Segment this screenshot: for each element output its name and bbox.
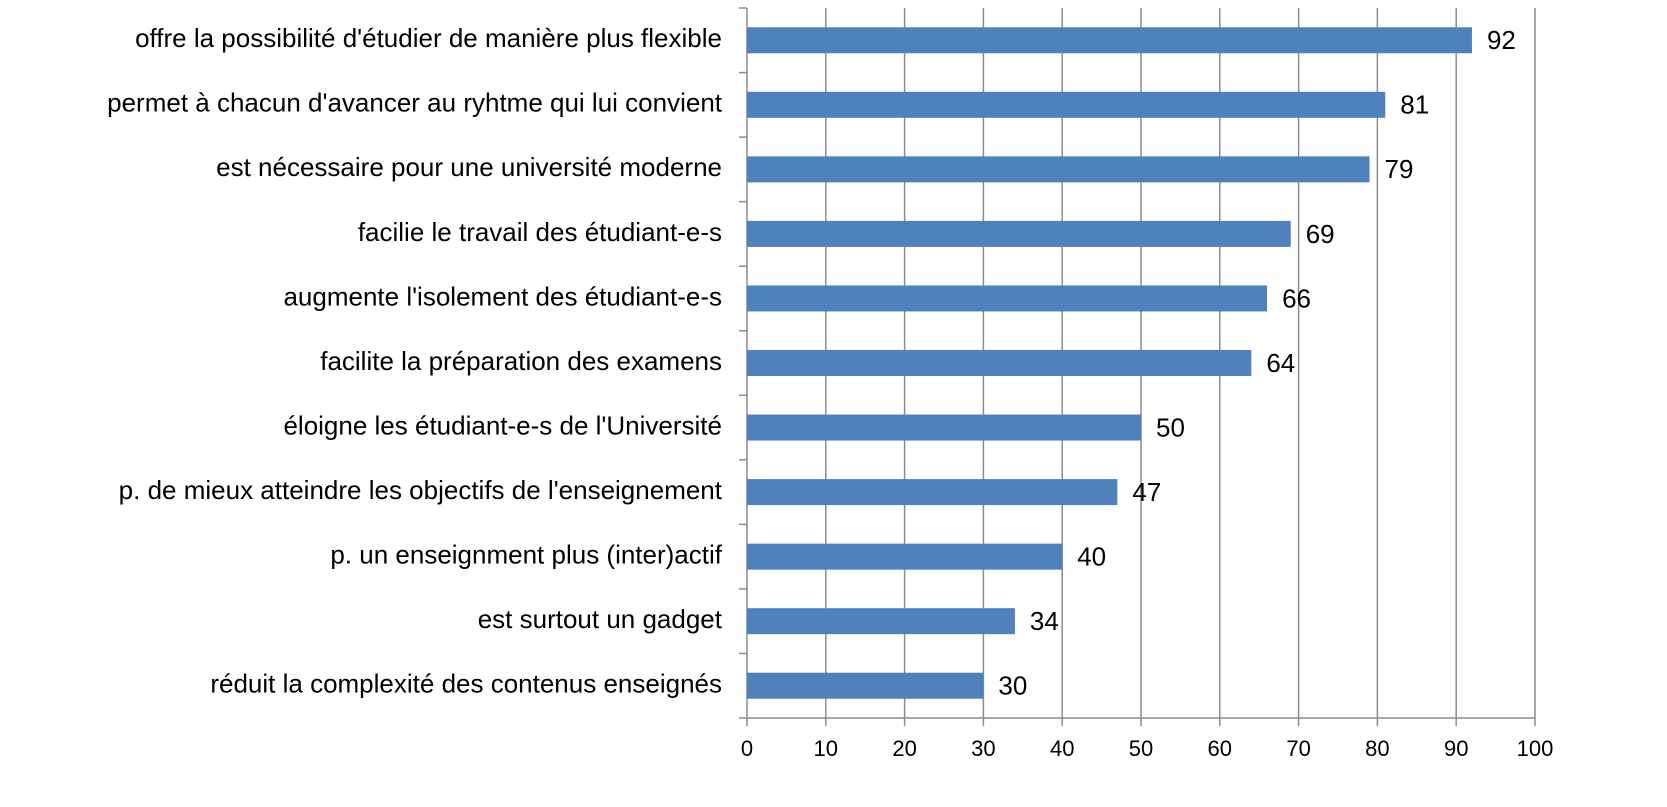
bar xyxy=(747,414,1141,441)
data-label: 81 xyxy=(1400,90,1429,120)
x-tick-label: 0 xyxy=(741,736,753,761)
x-tick-label: 100 xyxy=(1517,736,1554,761)
data-label: 92 xyxy=(1487,25,1516,55)
x-tick-label: 20 xyxy=(892,736,916,761)
bar xyxy=(747,27,1472,54)
bar xyxy=(747,350,1252,376)
bar xyxy=(747,156,1370,183)
bar xyxy=(747,608,1015,635)
data-label: 50 xyxy=(1156,412,1185,442)
data-label: 64 xyxy=(1266,348,1295,378)
y-tick-label: facilie le travail des étudiant-e-s xyxy=(358,217,722,247)
bar xyxy=(747,672,984,699)
y-tick-label: p. un enseignment plus (inter)actif xyxy=(330,540,722,570)
y-tick-label: permet à chacun d'avancer au ryhtme qui … xyxy=(107,88,723,118)
data-label: 79 xyxy=(1385,154,1414,184)
x-tick-label: 40 xyxy=(1050,736,1074,761)
data-label: 30 xyxy=(998,671,1027,701)
bar xyxy=(747,220,1291,247)
data-label: 66 xyxy=(1282,283,1311,313)
bar xyxy=(747,543,1063,570)
x-tick-label: 70 xyxy=(1286,736,1310,761)
y-tick-label: p. de mieux atteindre les objectifs de l… xyxy=(119,475,723,505)
y-tick-label: facilite la préparation des examens xyxy=(320,346,722,376)
data-label: 40 xyxy=(1077,542,1106,572)
y-tick-label: éloigne les étudiant-e-s de l'Université xyxy=(283,410,722,440)
y-tick-label: réduit la complexité des contenus enseig… xyxy=(210,669,722,699)
bar xyxy=(747,285,1268,312)
bar xyxy=(747,479,1118,506)
x-tick-label: 90 xyxy=(1444,736,1468,761)
y-tick-label: offre la possibilité d'étudier de manièr… xyxy=(135,23,722,53)
y-tick-label: est nécessaire pour une université moder… xyxy=(216,152,722,182)
x-tick-label: 10 xyxy=(814,736,838,761)
data-label: 34 xyxy=(1030,606,1059,636)
x-tick-label: 50 xyxy=(1129,736,1153,761)
x-tick-label: 80 xyxy=(1365,736,1389,761)
data-label: 69 xyxy=(1306,219,1335,249)
y-tick-label: est surtout un gadget xyxy=(478,604,723,634)
x-tick-label: 30 xyxy=(971,736,995,761)
bar xyxy=(747,91,1386,118)
data-label: 47 xyxy=(1132,477,1161,507)
x-tick-label: 60 xyxy=(1208,736,1232,761)
y-tick-label: augmente l'isolement des étudiant-e-s xyxy=(283,281,722,311)
